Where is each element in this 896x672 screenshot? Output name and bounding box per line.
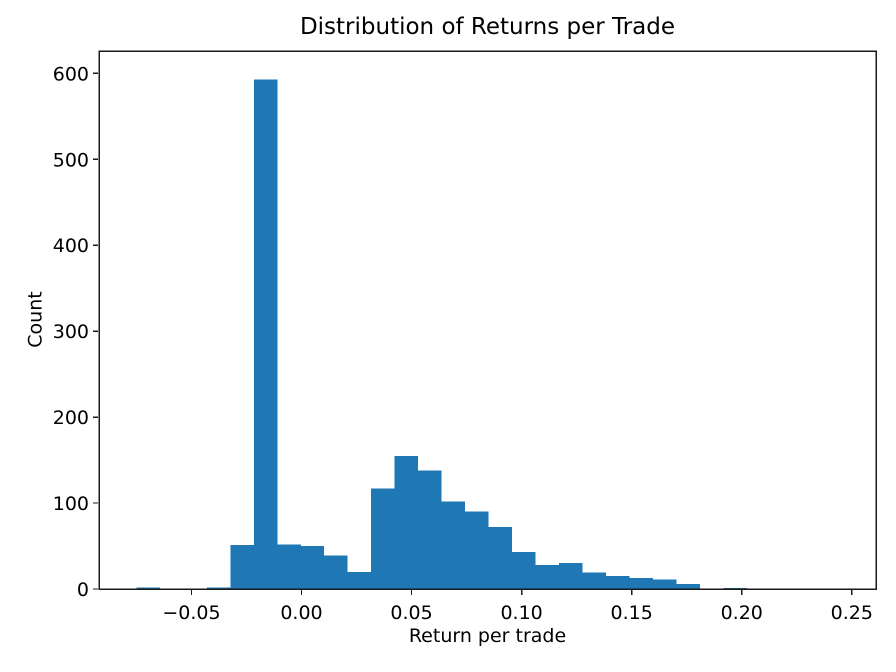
histogram-bar	[465, 511, 489, 589]
x-tick-label: 0.15	[611, 602, 653, 624]
x-tick-label: −0.05	[162, 602, 220, 624]
histogram-bar	[394, 455, 419, 589]
y-tick-label: 0	[77, 579, 89, 601]
x-tick-label: 0.05	[390, 602, 432, 624]
histogram-bar	[136, 587, 160, 589]
y-tick-label: 300	[53, 321, 89, 343]
y-tick-label: 100	[53, 493, 89, 515]
x-tick-label: 0.00	[280, 602, 322, 624]
histogram-bar	[629, 577, 653, 589]
histogram-bar	[277, 544, 301, 589]
x-tick-label: 0.20	[721, 602, 763, 624]
histogram-bar	[605, 576, 630, 589]
histogram-bar	[418, 470, 442, 589]
histogram-bar	[512, 552, 536, 589]
histogram-bar	[253, 79, 278, 589]
histogram-bar	[652, 579, 677, 589]
histogram-bar	[300, 546, 325, 589]
x-tick-label: 0.10	[500, 602, 542, 624]
x-axis-label: Return per trade	[408, 625, 567, 647]
histogram-bar	[488, 527, 513, 589]
y-axis-label: Count	[24, 291, 47, 348]
y-tick-label: 200	[53, 407, 89, 429]
chart-title: Distribution of Returns per Trade	[299, 14, 676, 40]
y-tick-label: 600	[53, 63, 89, 85]
histogram-bar	[582, 572, 606, 589]
histogram-bar	[347, 571, 372, 589]
histogram-bar	[676, 583, 700, 589]
histogram-bar	[230, 545, 254, 589]
histogram-bar	[206, 587, 231, 589]
histogram-bar	[441, 501, 466, 589]
y-tick-label: 400	[53, 235, 89, 257]
y-tick-label: 500	[53, 149, 89, 171]
histogram-bar	[324, 555, 348, 589]
histogram-bar	[559, 563, 583, 589]
plot-border	[98, 50, 877, 590]
histogram-bar	[371, 488, 395, 589]
histogram-bar	[535, 564, 560, 589]
x-tick-label: 0.25	[831, 602, 873, 624]
